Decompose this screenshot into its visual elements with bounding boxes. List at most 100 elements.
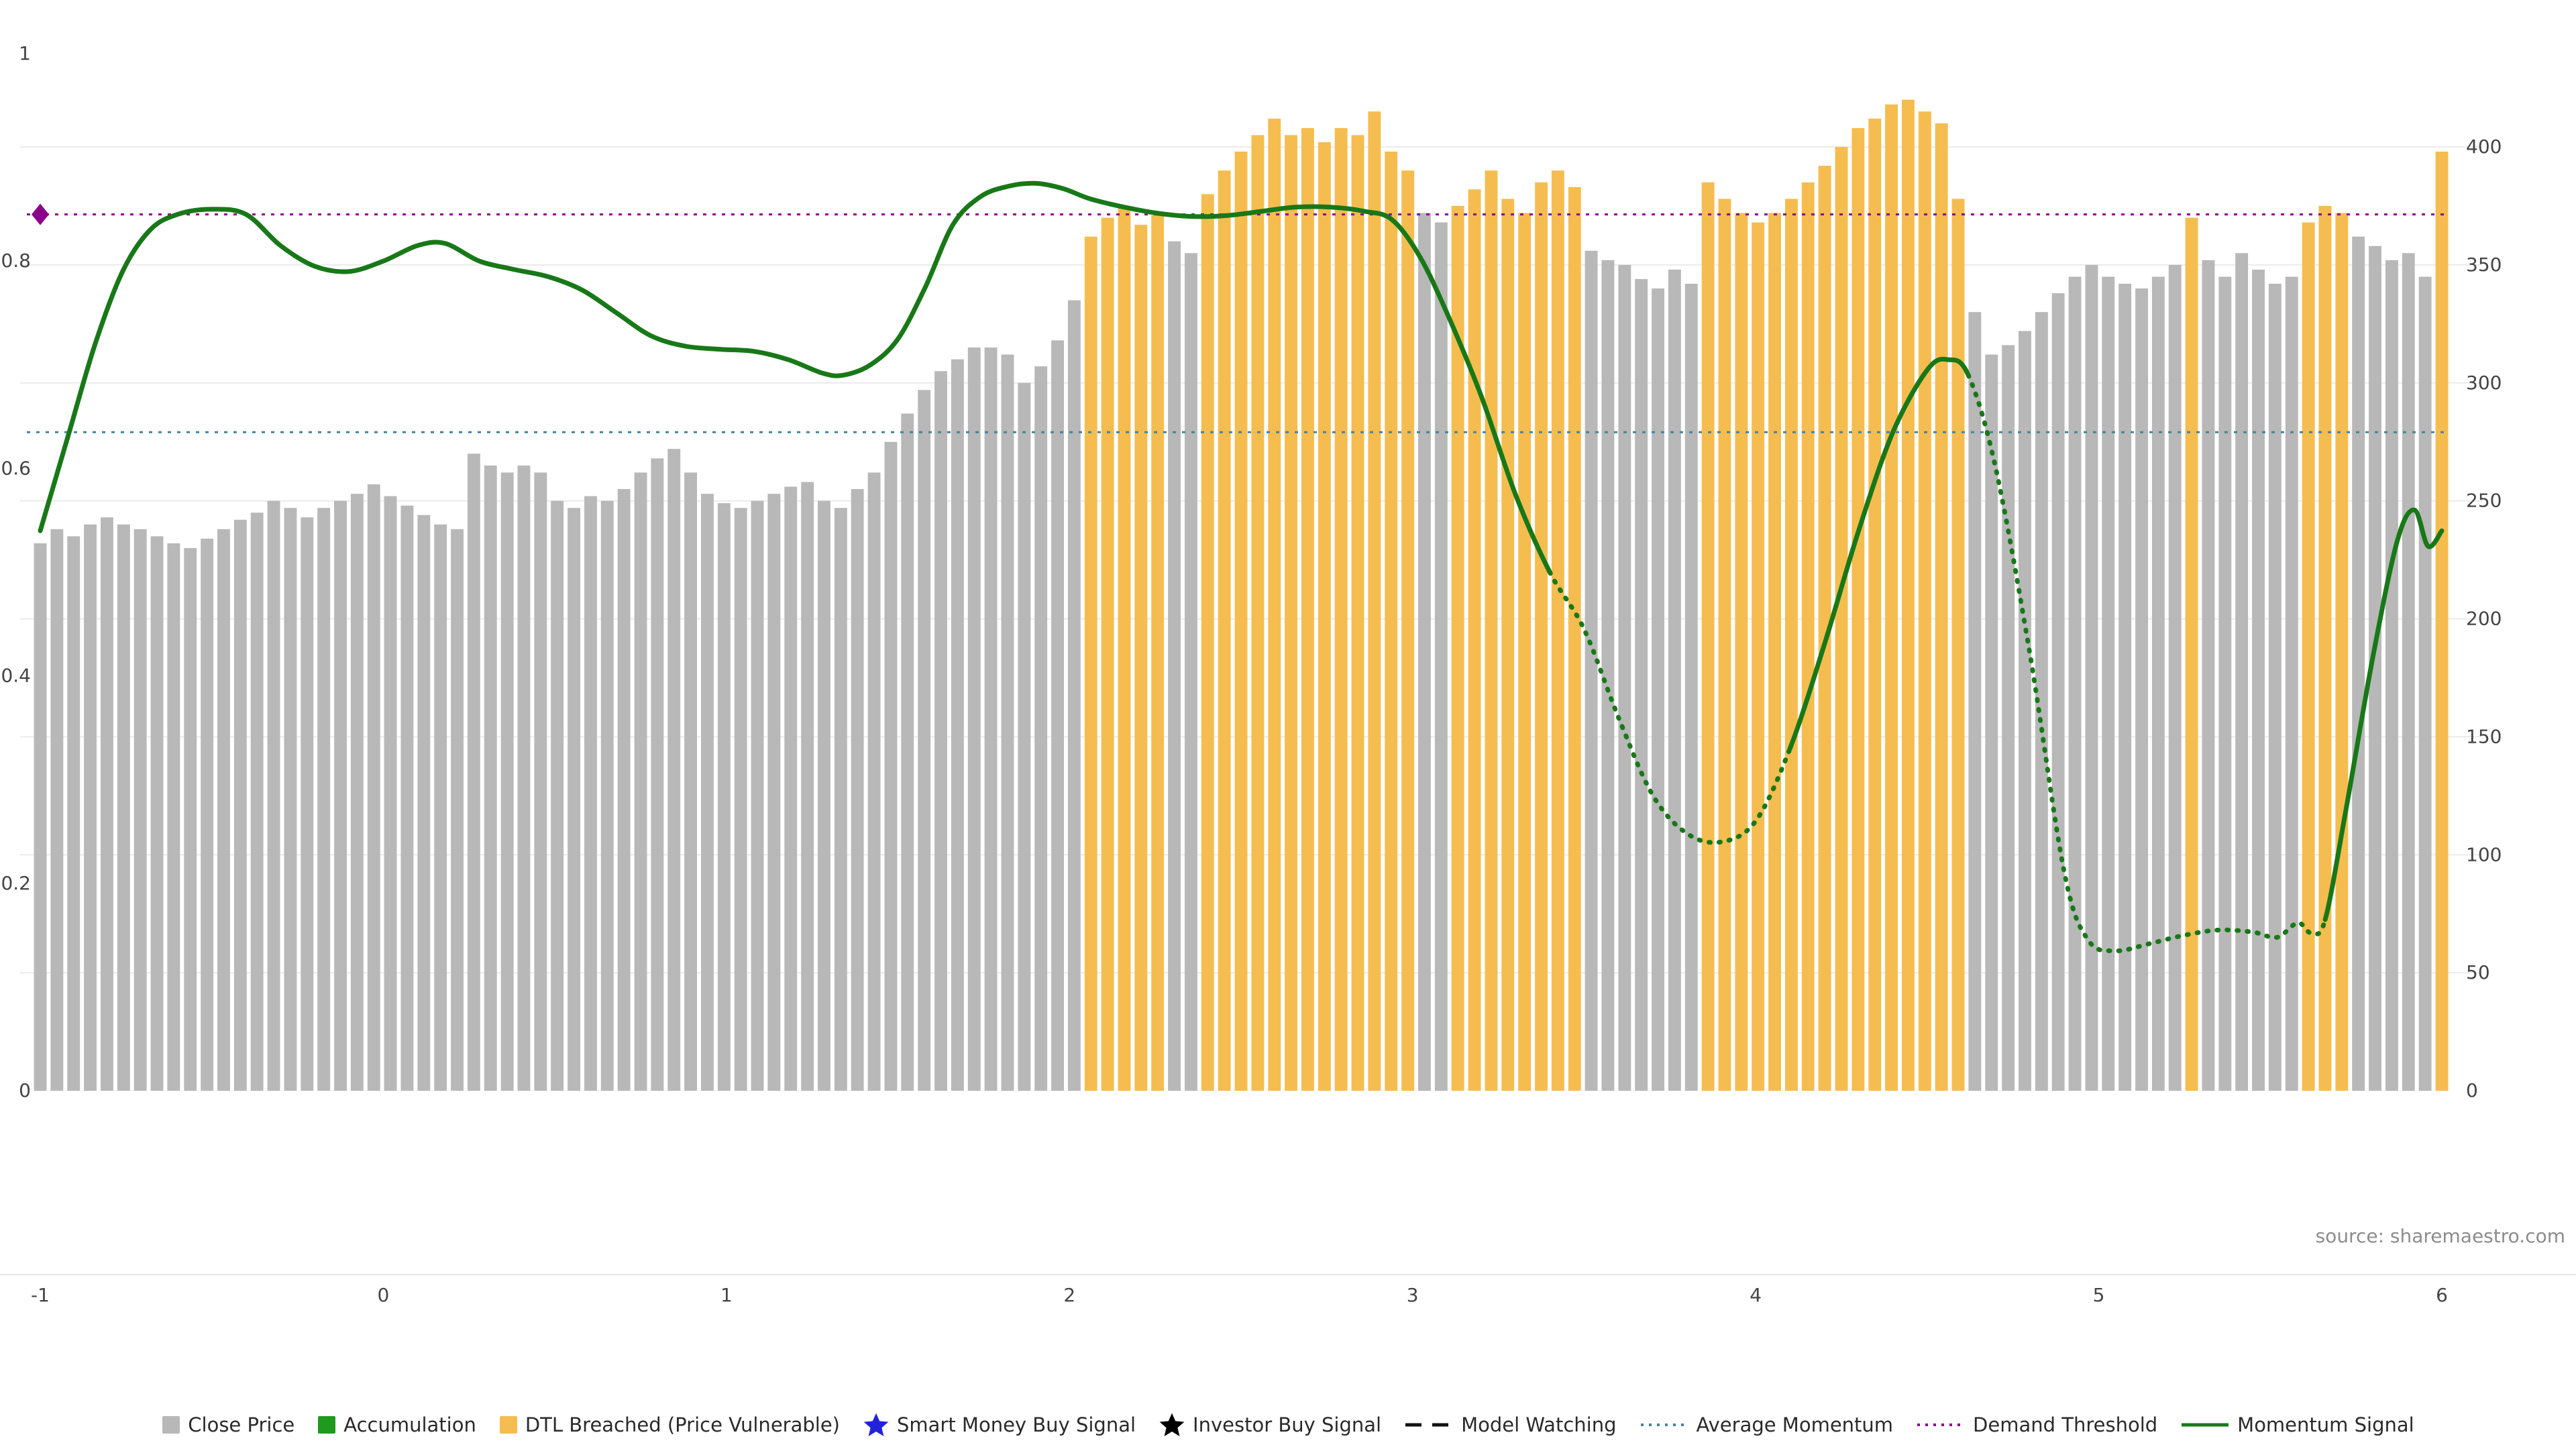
left-axis-tick: 0.6: [1, 457, 31, 479]
right-axis-tick: 300: [2466, 372, 2502, 394]
bar-dtl-breached: [1568, 186, 1581, 1091]
right-axis-tick: 0: [2466, 1079, 2478, 1102]
momentum-line: [2322, 507, 2445, 922]
bar-dtl-breached: [1835, 147, 1848, 1091]
dtl-breached-swatch-icon: [499, 1416, 517, 1434]
legend-item-investor[interactable]: Investor Buy Signal: [1159, 1411, 1381, 1438]
legend-item-close-price[interactable]: Close Price: [162, 1413, 294, 1436]
bar-close-price: [734, 508, 747, 1091]
bar-close-price: [2268, 284, 2282, 1091]
bar-close-price: [834, 508, 847, 1091]
average-momentum-line-icon: [1640, 1424, 1688, 1426]
bar-close-price: [2068, 276, 2082, 1091]
bar-close-price: [2135, 288, 2148, 1091]
bar-close-price: [350, 494, 364, 1091]
bar-dtl-breached: [1868, 118, 1882, 1091]
legend-item-average-momentum[interactable]: Average Momentum: [1640, 1413, 1893, 1436]
bar-dtl-breached: [2302, 222, 2315, 1091]
right-axis-tick: 350: [2466, 254, 2502, 276]
bar-close-price: [584, 496, 597, 1091]
legend-item-accumulation[interactable]: Accumulation: [317, 1413, 476, 1436]
x-axis-tick: 2: [1063, 1284, 1075, 1306]
bar-close-price: [117, 524, 130, 1091]
bar-close-price: [367, 484, 380, 1091]
x-axis-tick: -1: [31, 1284, 50, 1306]
demand-threshold-line-icon: [1917, 1424, 1965, 1426]
bar-dtl-breached: [1735, 213, 1748, 1091]
bar-close-price: [133, 529, 147, 1091]
bar-close-price: [250, 513, 264, 1091]
bar-close-price: [517, 465, 531, 1091]
bar-close-price: [34, 543, 47, 1091]
bar-dtl-breached: [1334, 127, 1348, 1091]
bar-close-price: [884, 441, 898, 1091]
legend-label-model-watching: Model Watching: [1461, 1413, 1617, 1436]
momentum-line: [1966, 372, 2328, 953]
bar-dtl-breached: [1785, 199, 1798, 1091]
bar-dtl-breached: [1851, 127, 1865, 1091]
bar-dtl-breached: [1485, 170, 1498, 1091]
bar-close-price: [1985, 354, 1998, 1091]
bar-close-price: [2102, 276, 2115, 1091]
bar-dtl-breached: [1718, 199, 1731, 1091]
bar-dtl-breached: [1885, 104, 1898, 1091]
legend-item-demand-threshold[interactable]: Demand Threshold: [1916, 1413, 2157, 1436]
bar-dtl-breached: [1518, 213, 1532, 1091]
bar-dtl-breached: [1101, 217, 1114, 1091]
bar-close-price: [1668, 269, 1681, 1091]
bar-close-price: [67, 536, 80, 1091]
bar-dtl-breached: [1451, 205, 1464, 1091]
bar-dtl-breached: [1251, 135, 1265, 1091]
bar-close-price: [617, 489, 631, 1091]
bar-close-price: [334, 500, 347, 1091]
bar-dtl-breached: [1201, 194, 1214, 1091]
bar-dtl-breached: [1368, 111, 1381, 1091]
bar-dtl-breached: [1768, 213, 1781, 1091]
bar-close-price: [2385, 260, 2398, 1091]
x-axis-tick: 0: [378, 1284, 390, 1306]
legend-item-dtl-breached[interactable]: DTL Breached (Price Vulnerable): [499, 1413, 840, 1436]
bar-close-price: [434, 524, 447, 1091]
bar-close-price: [184, 548, 197, 1091]
bar-close-price: [1434, 222, 1448, 1091]
right-axis-tick: 250: [2466, 490, 2502, 512]
bar-close-price: [167, 543, 180, 1091]
bar-dtl-breached: [1918, 111, 1931, 1091]
bar-close-price: [417, 515, 431, 1091]
legend-item-model-watching[interactable]: Model Watching: [1404, 1413, 1617, 1436]
bar-dtl-breached: [1701, 182, 1715, 1091]
bar-close-price: [1601, 260, 1615, 1091]
legend-item-smart-money[interactable]: Smart Money Buy Signal: [863, 1411, 1136, 1438]
bar-dtl-breached: [1084, 236, 1097, 1091]
investor-star-icon: [1159, 1413, 1185, 1436]
bar-close-price: [267, 500, 280, 1091]
bar-dtl-breached: [1551, 170, 1564, 1091]
bar-close-price: [1684, 284, 1698, 1091]
bar-close-price: [751, 500, 764, 1091]
momentum-line: [1547, 570, 1792, 845]
momentum-line: [38, 180, 1552, 575]
bar-close-price: [2019, 331, 2031, 1091]
bar-close-price: [500, 472, 514, 1091]
legend-item-momentum-signal[interactable]: Momentum Signal: [2180, 1413, 2414, 1436]
legend-label-accumulation: Accumulation: [343, 1413, 476, 1436]
bar-close-price: [851, 489, 864, 1091]
bar-close-price: [951, 359, 964, 1091]
bar-close-price: [217, 529, 230, 1091]
bar-dtl-breached: [1151, 215, 1165, 1091]
left-axis-tick: 0.4: [1, 665, 31, 687]
bar-close-price: [2218, 276, 2232, 1091]
bar-dtl-breached: [1234, 152, 1248, 1091]
bar-close-price: [534, 472, 547, 1091]
bar-close-price: [2369, 246, 2381, 1091]
bar-close-price: [967, 347, 981, 1091]
bar-close-price: [2202, 260, 2215, 1091]
bar-dtl-breached: [2335, 213, 2349, 1091]
bar-close-price: [384, 496, 397, 1091]
bar-close-price: [867, 472, 881, 1091]
bar-dtl-breached: [1535, 182, 1548, 1091]
x-axis-tick: 1: [720, 1284, 733, 1306]
left-axis-tick: 1: [19, 42, 31, 64]
